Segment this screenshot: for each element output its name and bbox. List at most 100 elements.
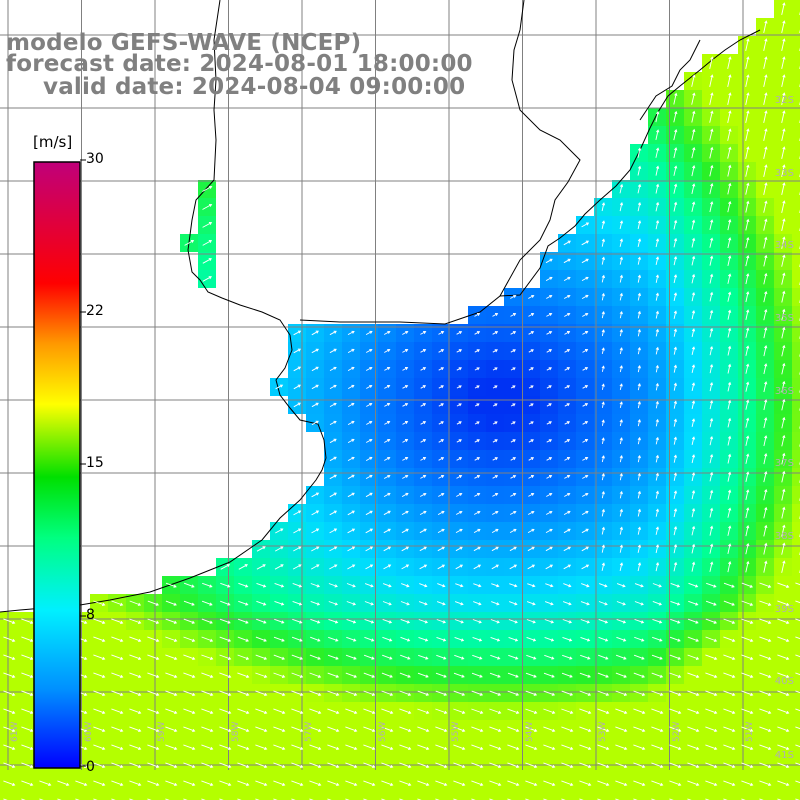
- wind-arrow: [365, 330, 373, 335]
- wind-arrow: [454, 636, 465, 642]
- wind-cell: [792, 684, 800, 702]
- wind-arrow: [564, 403, 570, 407]
- wind-arrow: [709, 255, 714, 266]
- wind-arrow: [528, 313, 535, 317]
- wind-arrow: [709, 525, 714, 536]
- wind-arrow: [651, 744, 664, 750]
- wind-arrow: [655, 274, 660, 283]
- wind-arrow: [527, 546, 535, 552]
- wind-arrow: [183, 744, 196, 750]
- wind-arrow: [438, 403, 444, 407]
- wind-arrow: [274, 564, 284, 570]
- wind-arrow: [619, 437, 623, 445]
- wind-arrow: [673, 382, 678, 391]
- wind-arrow: [601, 562, 606, 571]
- wind-arrow: [256, 600, 267, 606]
- wind-cell: [414, 792, 432, 800]
- wind-arrow: [619, 202, 624, 212]
- wind-arrow: [456, 457, 463, 461]
- wind-arrow: [310, 564, 320, 570]
- wind-arrow: [474, 385, 480, 389]
- wind-arrow: [492, 313, 499, 317]
- wind-cell: [792, 522, 800, 540]
- wind-arrow: [201, 672, 214, 678]
- wind-arrow: [473, 601, 482, 606]
- wind-arrow: [579, 672, 591, 678]
- wind-arrow: [363, 708, 376, 714]
- wind-arrow: [637, 220, 642, 230]
- wind-arrow: [687, 618, 699, 624]
- wind-cell: [792, 378, 800, 396]
- wind-arrow: [705, 762, 718, 768]
- wind-arrow: [346, 583, 356, 588]
- wind-arrow: [347, 330, 355, 335]
- lon-label: 57W: [304, 721, 314, 742]
- wind-arrow: [509, 564, 518, 570]
- wind-arrow: [293, 546, 302, 552]
- wind-arrow: [347, 510, 355, 516]
- wind-arrow: [763, 74, 768, 87]
- wind-arrow: [489, 744, 502, 750]
- wind-cell: [792, 576, 800, 594]
- wind-arrow: [601, 455, 605, 463]
- wind-arrow: [637, 147, 642, 158]
- wind-arrow: [293, 402, 301, 408]
- wind-arrow: [741, 672, 754, 678]
- wind-arrow: [347, 546, 356, 552]
- wind-arrow: [329, 564, 338, 570]
- wind-arrow: [21, 690, 34, 696]
- wind-arrow: [745, 56, 750, 69]
- wind-arrow: [655, 562, 660, 572]
- wind-arrow: [327, 690, 340, 696]
- wind-arrow: [655, 364, 659, 373]
- wind-arrow: [345, 744, 358, 750]
- wind-arrow: [781, 434, 786, 447]
- wind-arrow: [202, 222, 213, 228]
- wind-arrow: [438, 492, 445, 497]
- wind-arrow: [183, 582, 195, 588]
- wind-arrow: [420, 349, 427, 353]
- wind-arrow: [510, 294, 517, 299]
- wind-arrow: [795, 582, 800, 586]
- wind-arrow: [527, 564, 536, 570]
- wind-arrow: [275, 528, 284, 534]
- wind-arrow: [709, 201, 714, 213]
- wind-arrow: [274, 582, 285, 588]
- wind-arrow: [417, 672, 429, 678]
- wind-arrow: [147, 618, 160, 624]
- wind-arrow: [219, 744, 232, 750]
- wind-cell: [468, 792, 486, 800]
- wind-arrow: [400, 618, 411, 624]
- wind-arrow: [655, 490, 660, 499]
- wind-arrow: [93, 708, 106, 714]
- wind-arrow: [781, 128, 786, 141]
- wind-arrow: [489, 780, 502, 786]
- wind-arrow: [759, 690, 772, 696]
- wind-arrow: [705, 618, 718, 624]
- wind-arrow: [274, 600, 285, 606]
- wind-arrow: [219, 708, 232, 714]
- wind-arrow: [237, 780, 250, 786]
- wind-arrow: [763, 524, 768, 537]
- wind-arrow: [219, 672, 232, 678]
- wind-arrow: [619, 562, 624, 572]
- wind-cell: [792, 468, 800, 486]
- wind-cell: [288, 792, 306, 800]
- wind-arrow: [347, 420, 355, 425]
- wind-arrow: [510, 331, 517, 335]
- wind-arrow: [581, 564, 590, 570]
- wind-arrow: [329, 546, 338, 552]
- wind-arrow: [399, 672, 411, 678]
- wind-arrow: [763, 488, 768, 501]
- wind-arrow: [709, 291, 714, 302]
- wind-arrow: [237, 636, 250, 642]
- wind-arrow: [673, 508, 678, 518]
- wind-arrow: [564, 349, 571, 353]
- wind-arrow: [93, 600, 106, 606]
- wind-arrow: [489, 762, 502, 768]
- wind-arrow: [346, 636, 357, 642]
- lon-label: 52W: [672, 721, 682, 742]
- wind-cell: [162, 792, 180, 800]
- wind-arrow: [669, 690, 682, 696]
- wind-arrow: [727, 200, 732, 213]
